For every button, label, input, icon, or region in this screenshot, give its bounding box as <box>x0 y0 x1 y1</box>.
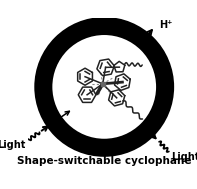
Text: Shape-switchable cyclophane: Shape-switchable cyclophane <box>17 156 191 166</box>
Circle shape <box>43 26 165 148</box>
Text: Light: Light <box>0 139 25 149</box>
Text: Light: Light <box>171 152 197 162</box>
Text: H⁺: H⁺ <box>159 20 172 30</box>
